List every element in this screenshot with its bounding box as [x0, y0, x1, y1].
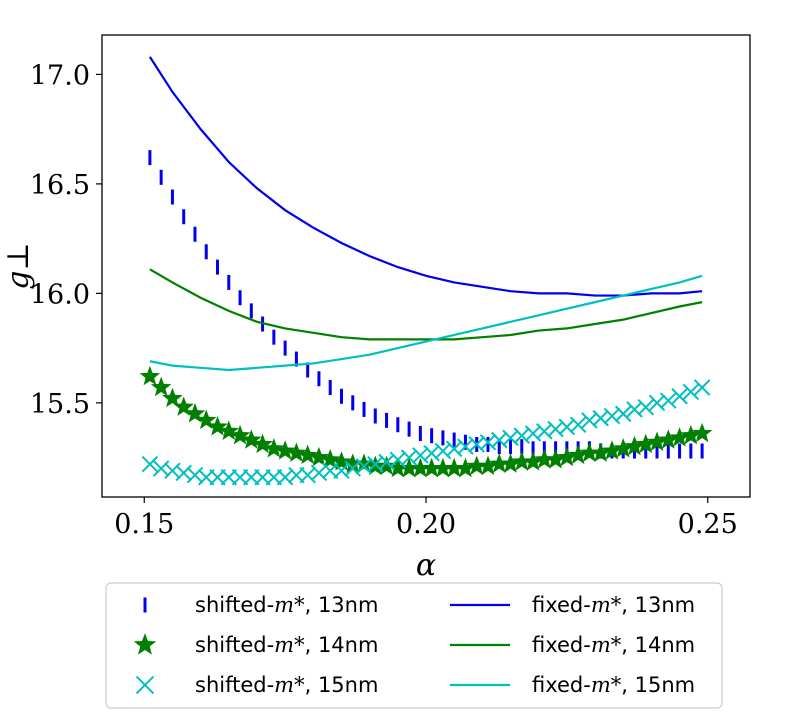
data-point [691, 422, 713, 443]
y-tick-label: 16.5 [30, 170, 90, 201]
legend-label: shifted-m*, 14nm [195, 633, 378, 657]
legend-label: shifted-m*, 13nm [195, 593, 378, 617]
data-point [150, 376, 172, 397]
legend-label: fixed-m*, 14nm [532, 633, 695, 657]
data-point [175, 464, 192, 482]
series-line-3 [148, 56, 703, 297]
legend-frame [105, 582, 723, 709]
legend-label: shifted-m*, 15nm [195, 673, 378, 697]
data-point [524, 425, 542, 442]
y-tick-label: 17.0 [30, 60, 90, 91]
legend-label: fixed-m*, 15nm [532, 673, 695, 697]
data-point [229, 424, 251, 445]
series-line-5 [149, 274, 703, 372]
data-point [252, 433, 273, 454]
data-point [308, 446, 330, 467]
data-point [241, 429, 262, 449]
data-point [164, 462, 181, 479]
y-axis: 15.5 16.0 16.5 17.0 [30, 60, 102, 420]
data-point [626, 401, 643, 418]
data-point [569, 416, 587, 434]
x-axis: 0.15 0.20 0.25 [114, 497, 738, 540]
data-point [558, 418, 576, 436]
y-axis-label: g⊥ [1, 242, 36, 289]
legend-swatch [135, 675, 155, 695]
data-point [162, 387, 183, 408]
data-point [693, 379, 711, 396]
data-point [173, 396, 194, 416]
data-point [263, 438, 285, 458]
series-4 [149, 268, 703, 341]
data-point [660, 392, 677, 409]
data-point [592, 409, 609, 427]
data-point [603, 407, 621, 425]
x-tick-label: 0.25 [678, 509, 738, 540]
series-3 [148, 56, 703, 297]
data-point [299, 466, 316, 484]
series-0 [148, 150, 704, 459]
x-tick-label: 0.15 [114, 509, 174, 540]
series-2 [141, 379, 711, 486]
series-5 [149, 274, 703, 372]
data-point [186, 466, 204, 484]
data-point [434, 442, 452, 460]
data-point [139, 365, 161, 386]
legend-swatch [133, 633, 157, 655]
data-point [637, 398, 655, 416]
legend-item: fixed-m*, 13nm [450, 593, 695, 617]
data-point [536, 423, 553, 440]
data-point [310, 464, 328, 482]
legend-item: shifted-m*, 14nm [133, 633, 378, 657]
data-point [184, 403, 206, 423]
legend-item: fixed-m*, 14nm [450, 633, 695, 657]
data-point [671, 388, 688, 405]
data-point [196, 409, 217, 430]
plot-frame [101, 34, 751, 498]
data-point [297, 444, 318, 465]
data-point [319, 449, 341, 469]
data-point [614, 405, 632, 423]
legend-item: shifted-m*, 13nm [143, 593, 378, 617]
data-point [141, 455, 159, 473]
series-line-4 [149, 268, 703, 341]
y-tick-label: 16.0 [30, 279, 90, 310]
y-tick-label: 15.5 [30, 389, 90, 420]
data-point [218, 420, 240, 441]
legend-label: fixed-m*, 13nm [532, 593, 695, 617]
data-point [581, 412, 598, 429]
data-point [274, 440, 296, 460]
legend-item: fixed-m*, 15nm [450, 673, 695, 697]
data-point [331, 451, 352, 471]
legend-item: shifted-m*, 15nm [135, 673, 378, 697]
x-axis-label: α [416, 548, 436, 583]
data-point [648, 394, 666, 412]
x-tick-label: 0.20 [396, 509, 456, 540]
data-point [276, 469, 294, 486]
data-point [682, 383, 700, 401]
series-layer [139, 56, 713, 486]
data-point [152, 460, 170, 477]
data-point [207, 416, 228, 436]
legend: shifted-m*, 13nm shifted-m*, 14nm shifted-… [105, 582, 723, 709]
data-point [547, 420, 564, 438]
data-point [286, 442, 307, 462]
